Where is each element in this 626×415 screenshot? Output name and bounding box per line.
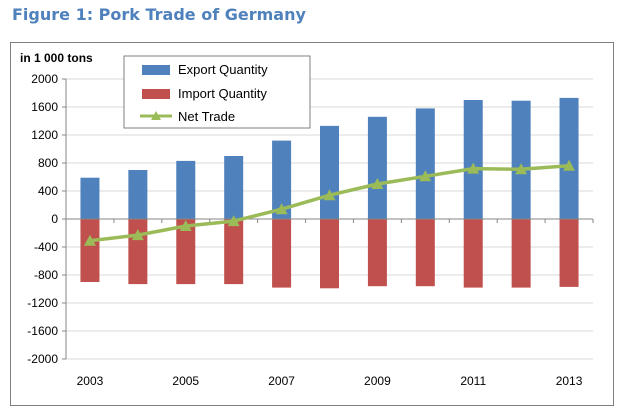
bar-import-2012 [511, 219, 531, 288]
net-trade-point-2004 [131, 229, 144, 241]
bar-series [80, 97, 579, 289]
y-tick-label: -400 [34, 240, 58, 254]
y-tick-label: -1200 [27, 296, 58, 310]
bar-export-2006 [224, 156, 244, 219]
legend-label-export: Export Quantity [178, 62, 268, 77]
bar-export-2009 [367, 116, 387, 219]
x-tick-label: 2013 [556, 374, 583, 388]
net-trade-point-2009 [371, 178, 384, 189]
chart-area: in 1 000 tons 2000 1600 1200 800 400 0 -400 -80… [10, 42, 614, 406]
legend: Export Quantity Import Quantity Net Trad… [123, 55, 311, 129]
bar-import-2011 [463, 219, 483, 288]
net-trade-point-2007 [275, 203, 288, 215]
bar-import-2005 [176, 219, 196, 285]
bar-import-2010 [415, 219, 435, 287]
y-tick-label: 2000 [31, 72, 58, 86]
y-tick-label: -2000 [27, 352, 58, 366]
bar-import-2006 [224, 219, 244, 285]
bar-export-2004 [128, 170, 148, 219]
bar-import-2013 [559, 219, 579, 287]
net-trade-point-2003 [83, 234, 96, 246]
net-trade-point-2010 [419, 170, 432, 182]
net-trade-point-2006 [227, 215, 240, 227]
axes [62, 78, 594, 360]
legend-swatch-import [142, 89, 170, 99]
bar-export-2013 [559, 97, 579, 219]
tick-labels: 2000 1600 1200 800 400 0 -400 -800 -1200 -1600 -20… [27, 72, 582, 388]
chart-title: Figure 1: Pork Trade of Germany [12, 5, 306, 24]
bar-import-2004 [128, 219, 148, 285]
x-tick-label: 2005 [172, 374, 199, 388]
y-axis-label: in 1 000 tons [20, 51, 93, 65]
bar-import-2009 [367, 219, 387, 287]
net-trade-point-2013 [563, 159, 576, 171]
legend-label-net: Net Trade [178, 109, 235, 124]
x-tick-label: 2009 [364, 374, 391, 388]
x-tick-label: 2007 [268, 374, 295, 388]
chart-plot: in 1 000 tons 2000 1600 1200 800 400 0 -400 -80… [20, 51, 594, 388]
bar-export-2008 [320, 125, 339, 219]
legend-marker-net [151, 111, 161, 120]
net-trade-point-2005 [179, 220, 192, 231]
bar-export-2012 [511, 100, 531, 219]
y-tick-label: 800 [38, 156, 58, 170]
bar-import-2007 [272, 219, 292, 288]
net-trade-point-2011 [467, 162, 480, 174]
bar-export-2003 [80, 177, 100, 219]
bar-export-2011 [463, 100, 483, 219]
y-tick-label: -800 [34, 268, 58, 282]
legend-label-import: Import Quantity [178, 86, 267, 101]
x-tick-label: 2003 [77, 374, 104, 388]
y-tick-label: 1600 [31, 100, 58, 114]
bar-export-2005 [176, 160, 196, 219]
bar-import-2008 [320, 219, 339, 289]
bar-import-2003 [80, 219, 100, 282]
x-tick-label: 2011 [460, 374, 486, 388]
bar-export-2010 [415, 108, 435, 219]
y-tick-label: 400 [38, 184, 58, 198]
legend-swatch-export [142, 65, 170, 75]
net-trade-line [83, 159, 576, 246]
y-tick-label: -1600 [27, 324, 58, 338]
net-trade-point-2008 [323, 189, 336, 201]
bar-export-2007 [272, 140, 292, 219]
net-trade-point-2012 [515, 163, 528, 175]
y-tick-label: 0 [51, 212, 58, 226]
y-tick-label: 1200 [31, 128, 58, 142]
